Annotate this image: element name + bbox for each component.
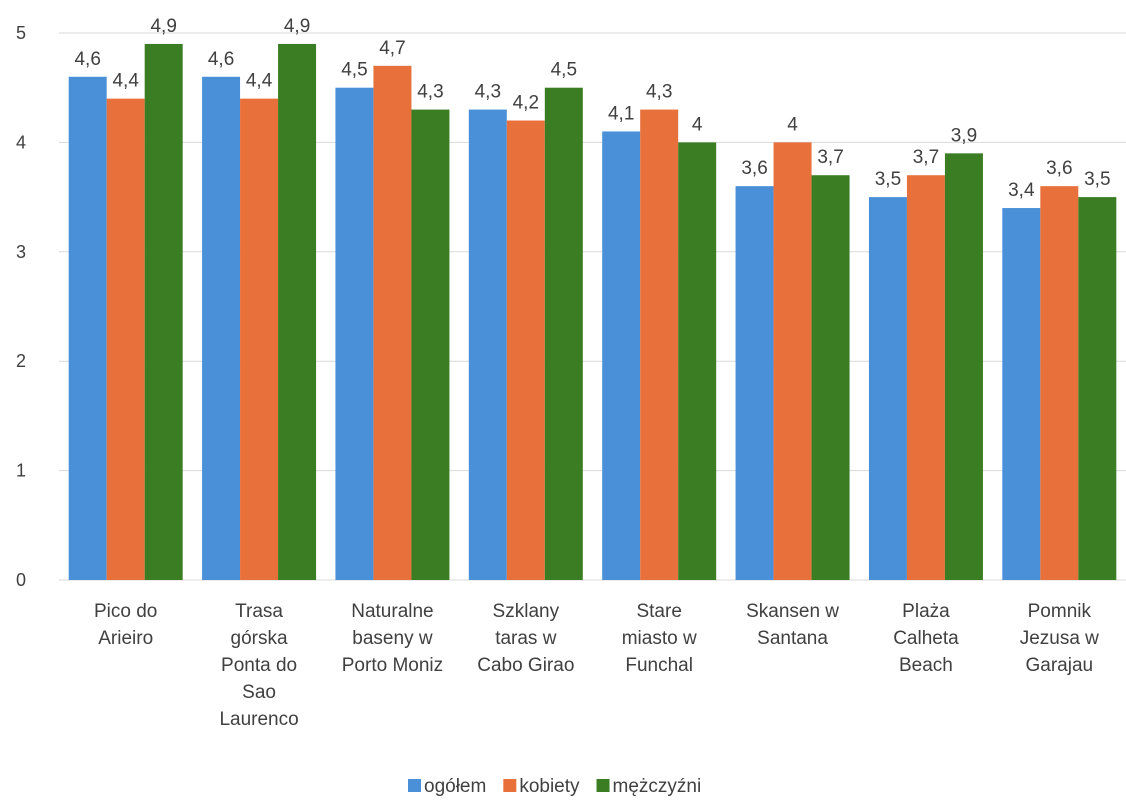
data-label: 4,6	[208, 49, 234, 70]
bar	[1040, 186, 1079, 580]
y-tick-label: 0	[16, 570, 26, 590]
data-label: 4,4	[112, 71, 139, 92]
data-label: 3,4	[1008, 180, 1035, 201]
bar	[240, 98, 279, 580]
data-label: 3,7	[913, 147, 939, 168]
data-label: 3,9	[951, 125, 977, 146]
bar	[468, 109, 507, 580]
bar	[944, 153, 983, 580]
bar	[773, 142, 812, 580]
bar	[278, 43, 317, 580]
y-tick-label: 1	[16, 461, 26, 481]
data-label: 3,6	[1046, 158, 1072, 179]
data-labels: 4,6 4,6 4,5 4,3 4,1 3,6 3,5 3,4 4,4 4,4 4,7 4,2 4,3 4…	[74, 16, 1110, 201]
category-label: Szklany taras w Cabo Girao	[477, 601, 574, 676]
data-label: 4	[787, 114, 798, 135]
data-label: 4,3	[646, 82, 672, 103]
category-label: Naturalne baseny w Porto Moniz	[342, 601, 443, 676]
legend-label: kobiety	[519, 776, 580, 797]
data-label: 4,5	[551, 60, 577, 81]
bar	[602, 131, 641, 580]
legend-swatch	[408, 779, 421, 792]
category-label: Pico do Arieiro	[94, 601, 157, 649]
data-label: 4,6	[74, 49, 100, 70]
category-label: Pomnik Jezusa w Garajau	[1020, 601, 1099, 676]
bar	[411, 109, 450, 580]
legend: ogółem kobiety mężczyźni	[408, 776, 701, 797]
y-tick-label: 2	[16, 351, 26, 371]
bar	[506, 120, 545, 581]
category-label: Trasa górska Ponta do Sao Laurenco	[219, 601, 298, 730]
data-label: 3,5	[875, 169, 901, 190]
legend-label: ogółem	[424, 776, 486, 797]
bar	[678, 142, 717, 580]
bar	[868, 197, 907, 580]
bar	[735, 186, 774, 580]
category-label: Skansen w Santana	[746, 601, 839, 649]
data-label: 4	[692, 114, 703, 135]
legend-swatch	[596, 779, 610, 792]
x-axis-labels: Pico do Arieiro Trasa górska Ponta do Sao Laur…	[94, 601, 1099, 730]
y-tick-label: 4	[16, 132, 26, 152]
y-axis-ticks: 0 1 2 3 4 5	[16, 23, 26, 590]
bars	[68, 43, 1117, 581]
bar	[335, 87, 374, 580]
bar	[106, 98, 145, 580]
data-label: 3,7	[817, 147, 843, 168]
data-label: 4,7	[379, 38, 405, 59]
bar	[202, 76, 241, 580]
bar	[640, 109, 679, 580]
data-label: 4,2	[513, 93, 539, 114]
data-label: 4,5	[341, 60, 367, 81]
data-label: 4,9	[150, 16, 176, 37]
y-tick-label: 5	[16, 23, 26, 43]
y-tick-label: 3	[16, 242, 26, 262]
data-label: 4,1	[608, 103, 634, 124]
bar	[544, 87, 583, 580]
data-label: 4,4	[246, 71, 273, 92]
bar	[1002, 208, 1041, 581]
data-label: 4,9	[284, 16, 310, 37]
category-label: Plaża Calheta Beach	[893, 601, 959, 676]
bar	[68, 76, 107, 580]
data-label: 4,3	[417, 82, 443, 103]
bar	[373, 65, 412, 580]
bar	[906, 175, 945, 580]
bar	[144, 43, 183, 580]
bar	[811, 175, 850, 580]
data-label: 4,3	[475, 82, 501, 103]
category-label: Stare miasto w Funchal	[622, 601, 697, 676]
legend-label: mężczyźni	[613, 776, 702, 797]
legend-swatch	[503, 779, 517, 792]
data-label: 3,6	[741, 158, 767, 179]
data-label: 3,5	[1084, 169, 1110, 190]
bar	[1078, 197, 1117, 580]
